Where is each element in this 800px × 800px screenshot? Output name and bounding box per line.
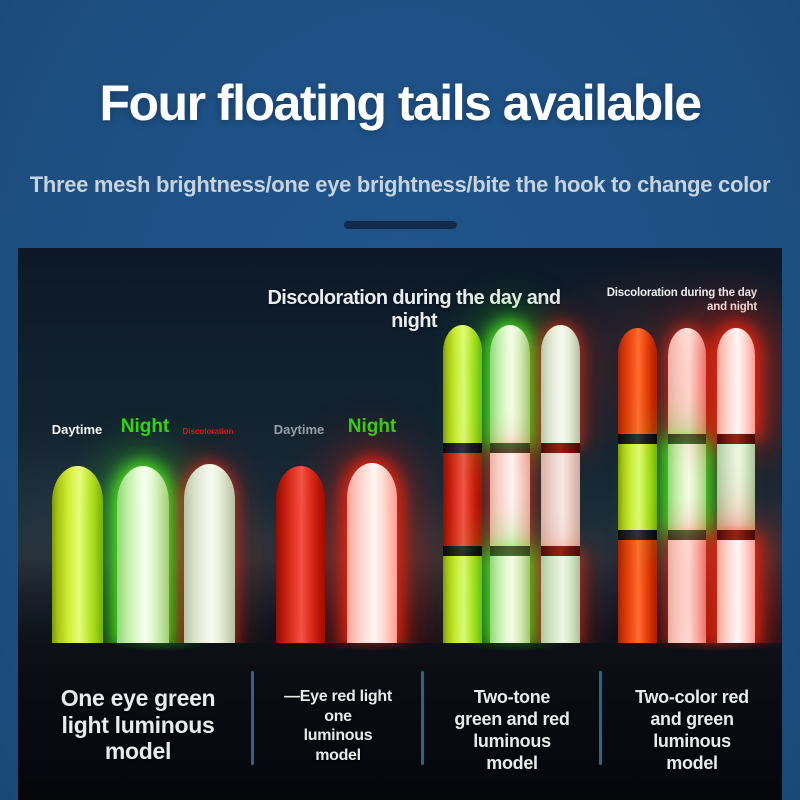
tail-segment <box>490 453 530 546</box>
tail-segment <box>490 325 530 443</box>
float-tail <box>347 463 397 643</box>
caption-line: green and red <box>454 708 570 729</box>
tail-label: Daytime <box>273 422 325 437</box>
tail-segment <box>52 466 103 643</box>
tail-segment <box>618 530 657 540</box>
tail-segment <box>618 434 657 444</box>
tail-segment <box>618 444 657 530</box>
caption-divider <box>251 671 254 765</box>
float-tail <box>117 466 169 643</box>
tail-segment <box>276 466 325 643</box>
tail-segment <box>668 434 706 444</box>
tail-segment <box>541 546 580 556</box>
tail-label: Night <box>347 416 397 437</box>
tail-segment <box>443 443 482 453</box>
model-caption: Two-color red and green luminous model <box>608 687 776 775</box>
float-tail <box>276 466 325 643</box>
tail-segment <box>717 444 755 530</box>
model-caption: One eye green light luminous model <box>28 685 248 765</box>
float-tail <box>541 325 580 643</box>
caption-line: luminous <box>473 730 551 751</box>
model-caption: —Eye red light one luminous model <box>260 687 416 765</box>
tail-segment <box>443 546 482 556</box>
tail-segment <box>668 540 706 643</box>
caption-divider <box>421 671 424 765</box>
tail-segment <box>717 328 755 434</box>
tail-segment <box>541 443 580 453</box>
caption-divider <box>599 671 602 765</box>
tail-segment <box>347 463 397 643</box>
float-tail <box>717 328 755 643</box>
caption-line: —Eye red light <box>284 688 392 705</box>
product-panel: Discoloration during the day and night D… <box>18 248 782 800</box>
heading-right-line2: and night <box>707 300 757 313</box>
tail-segment <box>443 453 482 546</box>
model-caption: Two-tone green and red luminous model <box>430 687 594 775</box>
tail-segment <box>117 466 169 643</box>
float-tail <box>52 466 103 643</box>
tail-segment <box>443 556 482 643</box>
tail-segment <box>541 325 580 443</box>
tail-segment <box>668 328 706 434</box>
panel-heading-discoloration: Discoloration during the day and night <box>267 287 561 332</box>
float-tail <box>668 328 706 643</box>
caption-line: one <box>324 707 352 725</box>
header-section: Four floating tails available Three mesh… <box>0 0 800 248</box>
tail-segment <box>541 556 580 643</box>
caption-line: and green <box>650 708 734 729</box>
tail-segment <box>668 530 706 540</box>
caption-strip: One eye green light luminous model —Eye red… <box>18 643 782 800</box>
tail-segment <box>618 540 657 643</box>
tail-segment <box>541 453 580 546</box>
float-tails-figure: Daytime Night Discoloration Daytime Night <box>18 248 782 800</box>
tail-segment <box>490 556 530 643</box>
float-tail <box>184 464 235 643</box>
tail-segment <box>490 443 530 453</box>
tail-label: Discoloration <box>182 427 234 436</box>
tail-segment <box>443 325 482 443</box>
float-tail <box>618 328 657 643</box>
caption-line: model <box>666 752 718 773</box>
caption-line: One eye green <box>60 685 216 711</box>
tail-segment <box>717 540 755 643</box>
caption-line: Two-tone <box>473 687 551 707</box>
caption-line: luminous <box>653 730 731 751</box>
tail-segment <box>717 530 755 540</box>
tail-label: Daytime <box>51 422 103 437</box>
title-underline-pill <box>344 221 457 229</box>
caption-line: light luminous <box>61 711 215 738</box>
page-subtitle: Three mesh brightness/one eye brightness… <box>29 172 771 197</box>
caption-line: model <box>315 746 361 764</box>
tail-segment <box>668 444 706 530</box>
tail-segment <box>184 464 235 643</box>
tail-segment <box>490 546 530 556</box>
heading-right-line1: Discoloration during the day <box>606 287 758 299</box>
caption-line: model <box>104 738 172 765</box>
caption-line: luminous <box>303 727 373 745</box>
tail-label: Night <box>120 416 170 437</box>
panel-heading-discoloration-right: Discoloration during the day and night <box>537 287 758 314</box>
tail-segment <box>717 434 755 444</box>
page-title: Four floating tails available <box>99 75 702 131</box>
caption-line: model <box>486 752 538 773</box>
float-tail <box>490 325 530 643</box>
float-tail <box>443 325 482 643</box>
tail-segment <box>618 328 657 434</box>
caption-line: Two-color red <box>635 687 749 707</box>
